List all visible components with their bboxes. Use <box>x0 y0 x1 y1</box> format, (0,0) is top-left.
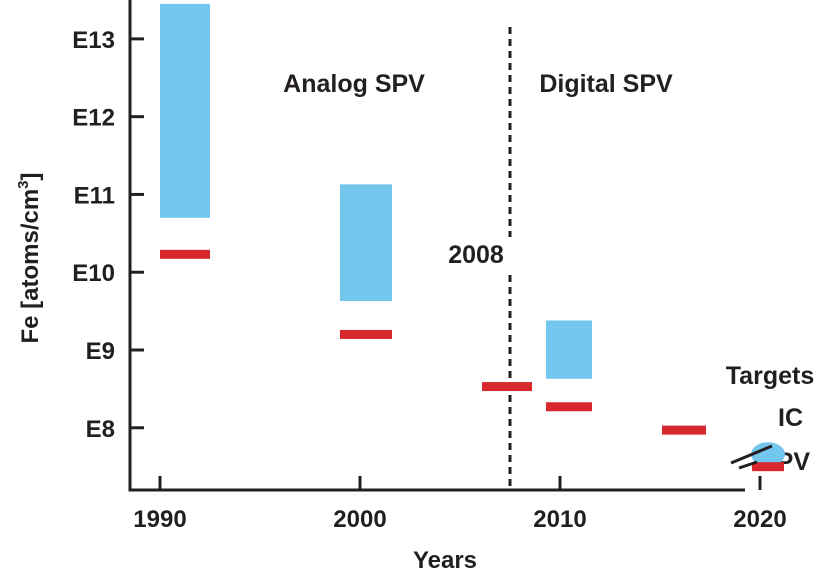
x-axis-label: Years <box>413 547 477 574</box>
x-tick-label: 2020 <box>733 506 786 533</box>
ic-range-bar <box>546 320 592 379</box>
spv-level-bar <box>546 402 592 412</box>
spv-level-bar <box>662 425 706 435</box>
plot-area: E8 E9 E10 E11 E12 E13 1990 2000 2010 2020 <box>72 0 787 533</box>
target-ic-marker <box>751 442 785 467</box>
x-tick-label: 2010 <box>533 506 586 533</box>
target-spv-leader <box>738 460 758 470</box>
divider-label: 2008 <box>448 241 504 269</box>
y-tick-label: E8 <box>86 416 115 443</box>
y-tick-label: E13 <box>72 27 115 54</box>
y-axis-label-close: ] <box>17 172 44 180</box>
target-ic-label: IC <box>778 404 803 432</box>
targets-title: Targets <box>726 362 814 390</box>
x-tick-label: 1990 <box>133 506 186 533</box>
y-axis-label-main: Fe [atoms/cm <box>17 189 44 344</box>
y-axis-label-superscript: 3 <box>15 180 32 188</box>
target-ic-leader <box>730 444 773 465</box>
ic-range-bar <box>160 3 210 218</box>
y-tick-label: E10 <box>72 260 115 287</box>
spv-level-bar <box>160 249 210 259</box>
y-tick-label: E9 <box>86 338 115 365</box>
annotation-analog-spv: Analog SPV <box>283 70 425 98</box>
spv-level-bar <box>482 382 532 392</box>
spv-level-bar <box>340 329 392 339</box>
ic-range-bar <box>340 184 392 301</box>
y-tick-label: E11 <box>74 182 115 209</box>
y-tick-label: E12 <box>72 105 115 132</box>
x-tick-label: 2000 <box>333 506 386 533</box>
annotation-digital-spv: Digital SPV <box>539 70 673 98</box>
target-spv-marker <box>752 462 784 472</box>
y-axis-label: Fe [atoms/cm3] <box>15 172 44 343</box>
